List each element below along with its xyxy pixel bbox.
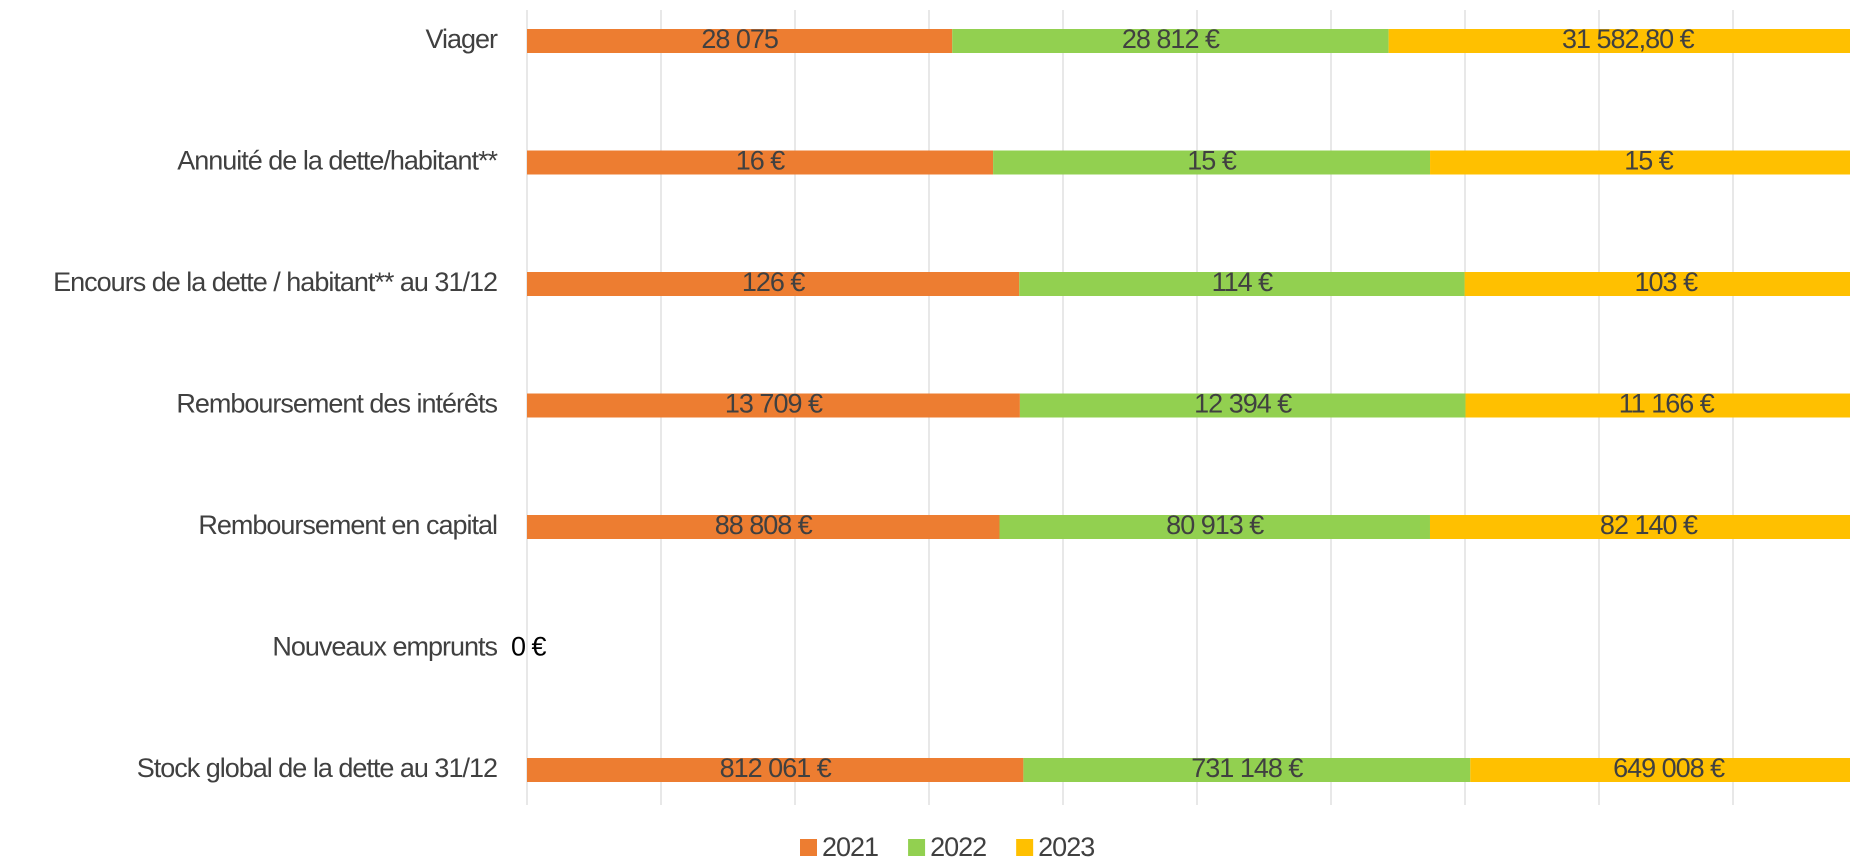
data-label: 11 166 € — [1619, 389, 1715, 419]
data-label: 126 € — [742, 267, 806, 297]
bar-segment — [1023, 758, 1471, 782]
bar-segment — [952, 29, 1389, 53]
legend-swatch — [1016, 839, 1034, 856]
data-label: 103 € — [1635, 267, 1699, 297]
bar-segment — [527, 150, 994, 175]
bar-segment — [999, 515, 1430, 539]
data-label: 12 394 € — [1194, 389, 1292, 419]
bar-segment — [1465, 393, 1850, 418]
bar-segment — [1464, 272, 1850, 296]
data-label: 16 € — [736, 146, 786, 176]
data-label: 114 € — [1212, 267, 1274, 297]
data-label: 15 € — [1624, 146, 1674, 176]
legend-label: 2022 — [930, 832, 986, 862]
category-label: Remboursement en capital — [198, 510, 497, 540]
bar-segment — [527, 393, 1020, 418]
data-label: 649 008 € — [1613, 753, 1725, 783]
bar-segment — [527, 272, 1020, 296]
data-label: 28 075 — [701, 24, 778, 54]
category-label: Annuité de la dette/habitant** — [177, 146, 498, 176]
data-label: 31 582,80 € — [1562, 24, 1695, 54]
bar-segment — [1429, 515, 1850, 539]
data-label: 82 140 € — [1600, 510, 1698, 540]
bar-segment — [527, 515, 1000, 539]
category-label: Viager — [425, 24, 498, 54]
data-label: 88 808 € — [715, 510, 813, 540]
bar-segment — [993, 150, 1431, 175]
bar-segment — [1388, 29, 1850, 53]
legend-label: 2023 — [1038, 832, 1094, 862]
data-label: 13 709 € — [725, 389, 823, 419]
bar-segment — [1019, 272, 1465, 296]
legend-swatch — [800, 839, 817, 856]
category-label: Encours de la dette / habitant** au 31/1… — [53, 267, 497, 297]
bar-segment — [1019, 393, 1466, 418]
data-label: 15 € — [1187, 146, 1237, 176]
data-label: 80 913 € — [1166, 510, 1264, 540]
bar-segment — [1470, 758, 1850, 782]
data-label: 28 812 € — [1122, 24, 1220, 54]
category-label: Stock global de la dette au 31/12 — [137, 753, 497, 783]
data-label: 812 061 € — [720, 753, 832, 783]
bar-segment — [527, 758, 1024, 782]
legend-label: 2021 — [822, 832, 878, 862]
data-label: 731 148 € — [1191, 753, 1303, 783]
category-label: Nouveaux emprunts — [272, 632, 497, 662]
legend-swatch — [908, 839, 926, 856]
bar-segment — [527, 29, 953, 53]
data-label: 0 € — [511, 632, 547, 662]
bar-segment — [1430, 150, 1850, 175]
category-label: Remboursement des intérêts — [176, 389, 497, 419]
